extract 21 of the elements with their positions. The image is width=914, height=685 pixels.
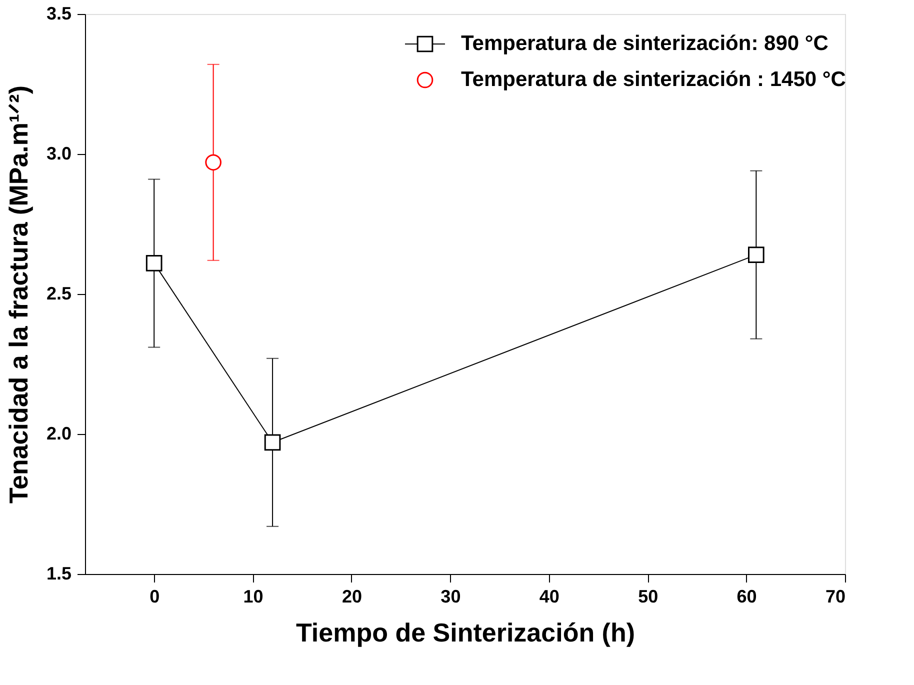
- point: [748, 246, 764, 263]
- y-tick-label: 2.0: [46, 424, 72, 444]
- x-tick-label: 0: [150, 586, 160, 606]
- point: [205, 154, 222, 171]
- x-tick-label: 30: [440, 586, 461, 606]
- y-tick-label: 3.0: [46, 144, 72, 164]
- x-tick-label: 20: [342, 586, 362, 606]
- legend-label: Temperatura de sinterización: 890 °C: [461, 32, 828, 55]
- x-tick-label: 40: [539, 586, 560, 606]
- x-axis-title: Tiempo de Sinterización (h): [296, 618, 636, 648]
- x-tick-label: 60: [736, 586, 757, 606]
- y-tick-label: 3.5: [46, 4, 72, 24]
- y-axis-title: Tenacidad a la fractura (MPa.m¹ᐟ²): [3, 86, 34, 504]
- legend-label: Temperatura de sinterización : 1450 °C: [461, 68, 846, 91]
- x-tick-label: 50: [638, 586, 658, 606]
- y-tick-label: 2.5: [46, 284, 72, 304]
- x-tick-label: 10: [243, 586, 264, 606]
- point: [264, 434, 281, 451]
- x-tick-label: 70: [825, 586, 846, 606]
- point: [146, 255, 162, 272]
- y-tick-label: 1.5: [46, 564, 72, 584]
